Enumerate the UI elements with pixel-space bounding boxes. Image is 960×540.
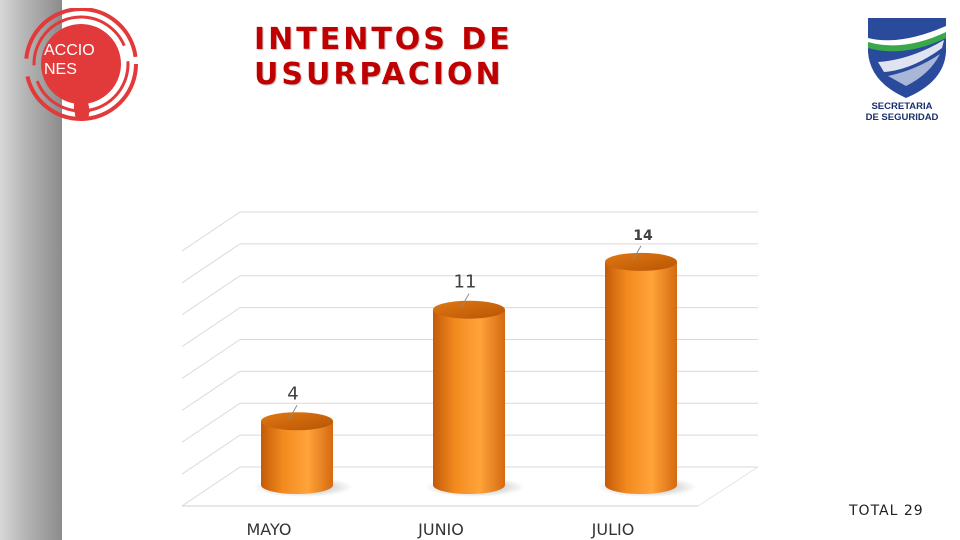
- secretaria-logo-text: SECRETARIA DE SEGURIDAD: [852, 101, 952, 123]
- gridline-side: [181, 402, 241, 443]
- logo-text-line2: NES: [44, 61, 77, 78]
- gridline-side: [181, 211, 241, 252]
- label-layer: 4 MAYO 11 JUNIO 14 JULIO: [247, 228, 653, 539]
- total-label: TOTAL 29: [849, 503, 924, 519]
- data-label: 11: [454, 272, 477, 293]
- acciones-logo-text: ACCIO NES: [44, 41, 114, 79]
- x-tick-label: JULIO: [591, 520, 635, 539]
- gridline-side: [181, 466, 241, 507]
- chart-title-line2: USURPACION: [254, 57, 504, 92]
- logo-text-line1: ACCIO: [44, 42, 95, 59]
- data-label-leader: [288, 405, 298, 420]
- gridline-side: [181, 339, 241, 379]
- bar-top-julio: [605, 252, 677, 271]
- data-label-leader: [632, 245, 642, 261]
- chart-title: INTENTOS DE USURPACION: [254, 22, 513, 92]
- floor-edge-right: [697, 466, 759, 507]
- bar-mayo: [261, 421, 333, 494]
- gridline-side: [181, 307, 241, 348]
- secretaria-line1: SECRETARIA: [871, 101, 933, 112]
- data-label-leader: [460, 293, 470, 308]
- secretaria-shield-icon: [868, 18, 946, 98]
- gridline-side: [181, 434, 241, 475]
- bar-junio: [433, 309, 505, 494]
- gridline-side: [181, 243, 241, 284]
- x-tick-label: JUNIO: [417, 520, 464, 539]
- chart-title-line1: INTENTOS DE: [254, 22, 513, 57]
- bar-top-mayo: [261, 412, 333, 431]
- bar-layer: [253, 252, 697, 497]
- bar-julio: [605, 261, 677, 494]
- x-tick-label: MAYO: [247, 520, 292, 539]
- gridline-side: [181, 370, 241, 411]
- secretaria-line2: DE SEGURIDAD: [865, 112, 939, 123]
- data-label: 4: [287, 383, 298, 404]
- data-label: 14: [633, 228, 653, 244]
- acciones-logo: [24, 8, 138, 121]
- gridline-side: [181, 275, 241, 316]
- bar-top-junio: [433, 300, 505, 319]
